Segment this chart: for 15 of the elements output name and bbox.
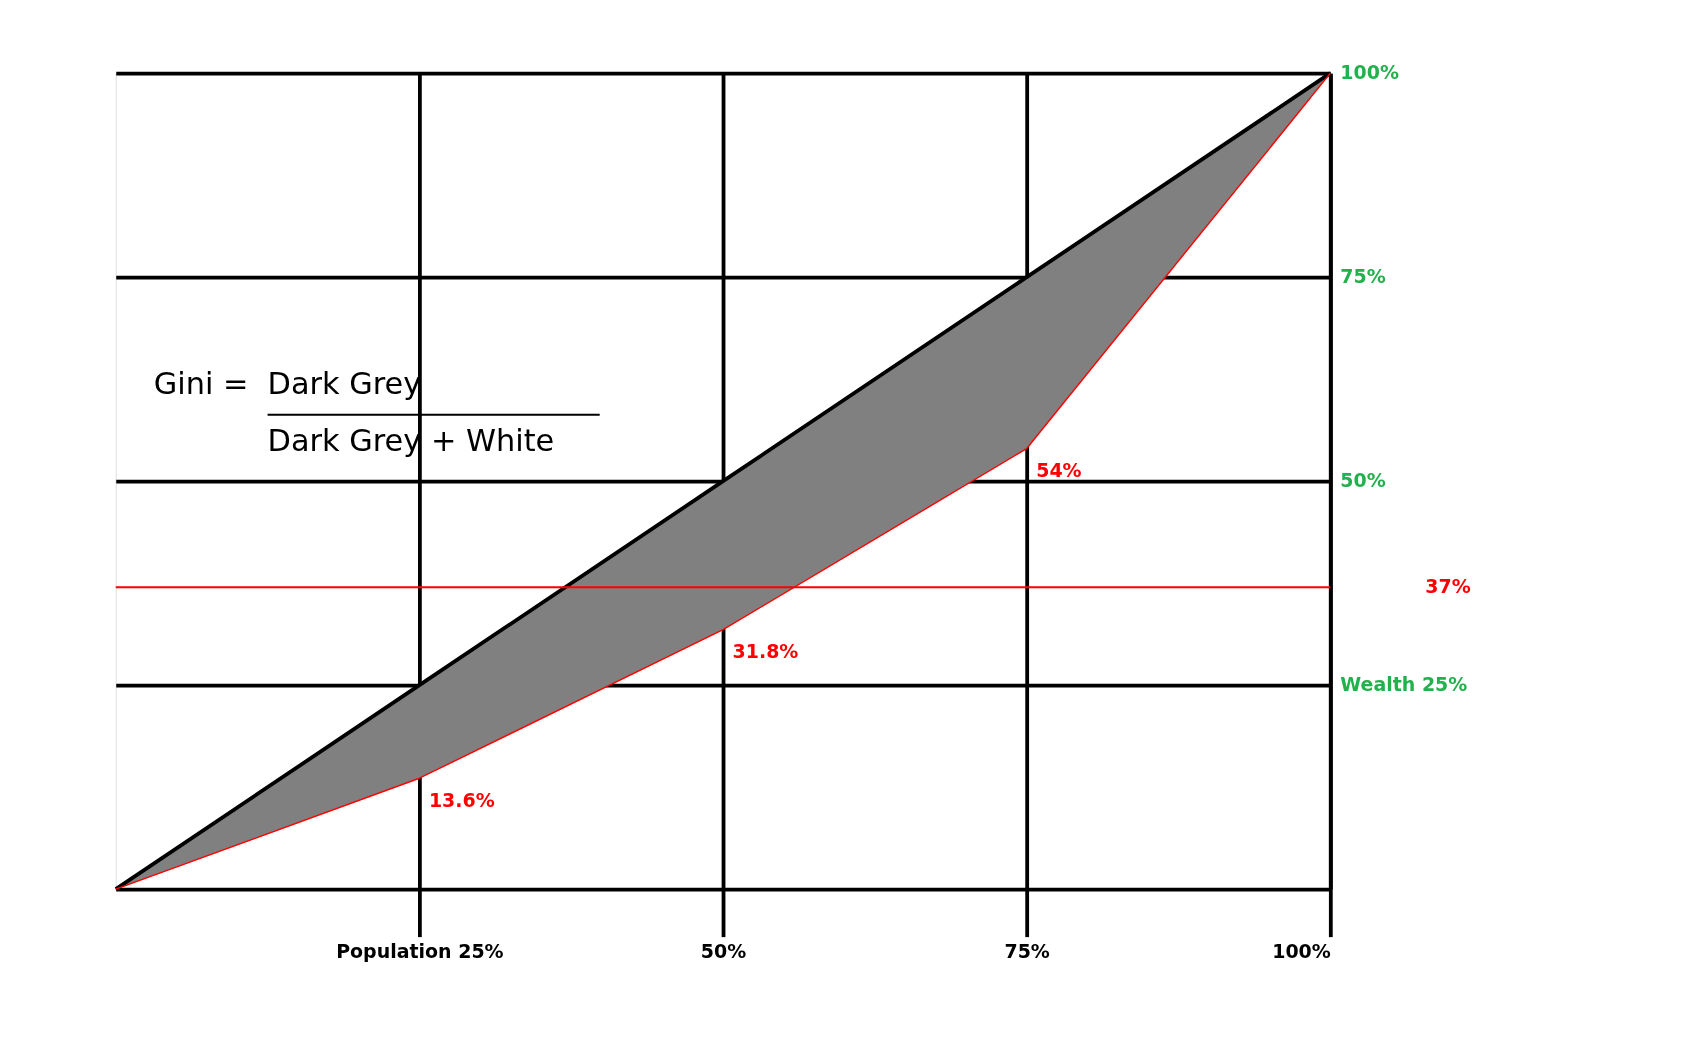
x-tick-label: 75% xyxy=(1004,939,1050,962)
x-tick-label: Population 25% xyxy=(336,939,504,962)
y-tick-label: 50% xyxy=(1340,469,1386,492)
data-label: 54% xyxy=(1036,459,1082,481)
x-tick-label: 50% xyxy=(700,939,747,962)
ref-line-label: 37% xyxy=(1425,574,1471,597)
annotation: Gini = xyxy=(153,365,249,401)
annotation: Dark Grey + White xyxy=(267,422,555,458)
x-tick-label: 100% xyxy=(1272,939,1331,962)
y-tick-label: 75% xyxy=(1340,265,1386,288)
y-tick-label: 100% xyxy=(1340,61,1399,84)
data-label: 31.8% xyxy=(732,640,799,663)
data-label: 13.6% xyxy=(428,788,495,811)
annotation: Dark Grey xyxy=(267,365,422,401)
y-tick-label: Wealth 25% xyxy=(1340,673,1468,696)
